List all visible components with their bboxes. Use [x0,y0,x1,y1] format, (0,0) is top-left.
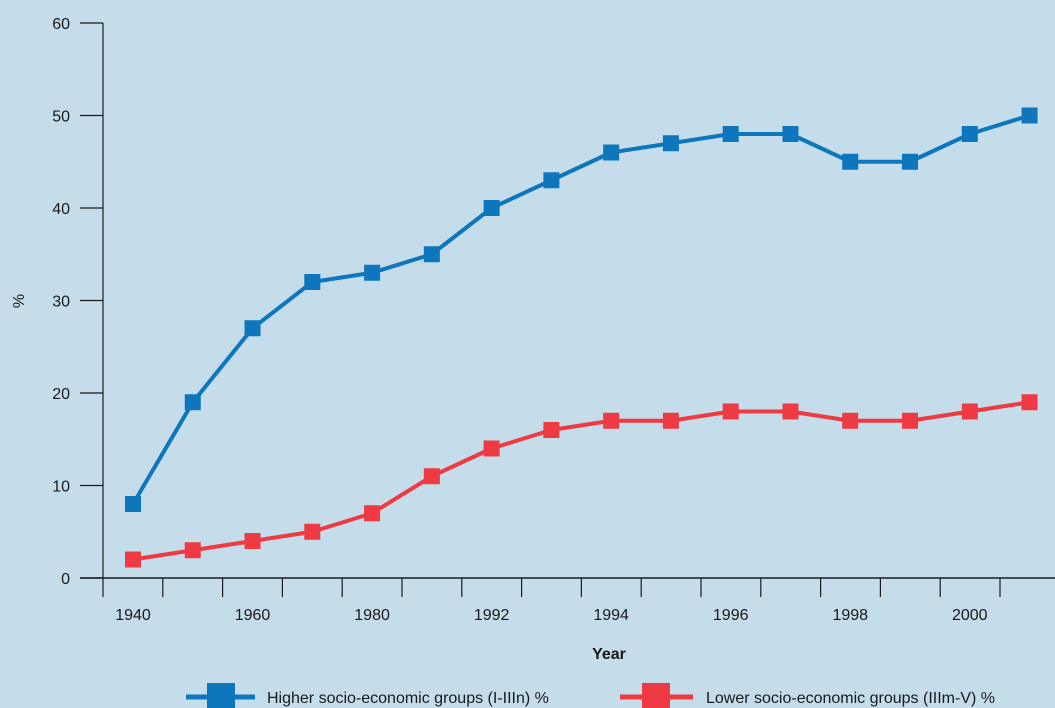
series-line [131,113,1031,506]
series-line [132,400,1030,562]
y-tick-label: 40 [52,201,70,218]
x-axis: 1940 1960 1980 1992 1994 1996 1998 2000 [80,577,1055,624]
data-point-marker [603,144,620,161]
data-point-marker [722,126,739,142]
series-2 [125,394,1038,568]
y-tick-label: 50 [52,109,70,126]
data-point-marker [543,422,560,438]
data-point-marker [244,320,261,337]
data-point-marker [423,246,440,263]
x-tick-label: 1992 [474,607,510,624]
data-point-marker [125,551,141,568]
data-point-marker [961,126,978,142]
y-axis: 0 10 20 30 40 50 60 [52,16,104,588]
legend-label: Lower socio-economic groups (IIIm-V) % [706,690,995,707]
data-point-marker [184,394,201,411]
x-axis-title: Year [592,646,626,663]
x-tick-label: 2000 [952,607,988,624]
x-tick-label: 1994 [593,607,629,624]
y-tick-label: 60 [52,16,70,33]
x-tick-label: 1940 [115,607,151,624]
data-point-marker [782,126,799,142]
data-point-marker [184,542,201,559]
data-point-marker [483,440,500,457]
data-point-marker [662,135,679,152]
y-tick-label: 10 [52,479,70,496]
data-point-marker [842,412,859,429]
series-1 [125,107,1038,512]
y-tick-label: 20 [52,386,70,403]
data-point-marker [782,403,799,420]
y-axis-title: % [11,294,28,308]
data-point-marker [364,264,381,281]
data-point-marker [1021,394,1038,411]
data-point-marker [423,468,440,485]
data-point-marker [603,412,620,429]
data-point-marker [543,172,560,189]
data-point-marker [244,533,261,549]
data-point-marker [842,153,859,170]
data-point-marker [125,496,141,512]
x-tick-label: 1996 [713,607,749,624]
data-point-marker [483,200,500,216]
series-layer [125,107,1038,568]
data-point-marker [1021,107,1038,124]
y-tick-label: 30 [52,294,70,311]
x-tick-label: 1960 [235,607,271,624]
data-point-marker [364,505,381,522]
legend-label: Higher socio-economic groups (I-IIIn) % [267,690,549,707]
data-point-marker [662,412,679,429]
x-tick-label: 1980 [354,607,390,624]
legend-marker-swatch [642,683,670,708]
legend-marker-swatch [207,683,235,708]
legend: Higher socio-economic groups (I-IIIn) % L… [186,683,995,708]
x-tick-label: 1998 [832,607,868,624]
data-point-marker [304,274,321,290]
y-tick-label: 0 [61,571,70,588]
data-point-marker [722,403,739,420]
legend-item: Higher socio-economic groups (I-IIIn) % [186,683,549,708]
data-point-marker [961,403,978,420]
data-point-marker [304,523,321,540]
data-point-marker [902,153,919,170]
legend-item: Lower socio-economic groups (IIIm-V) % [620,683,995,708]
data-point-marker [902,412,919,429]
